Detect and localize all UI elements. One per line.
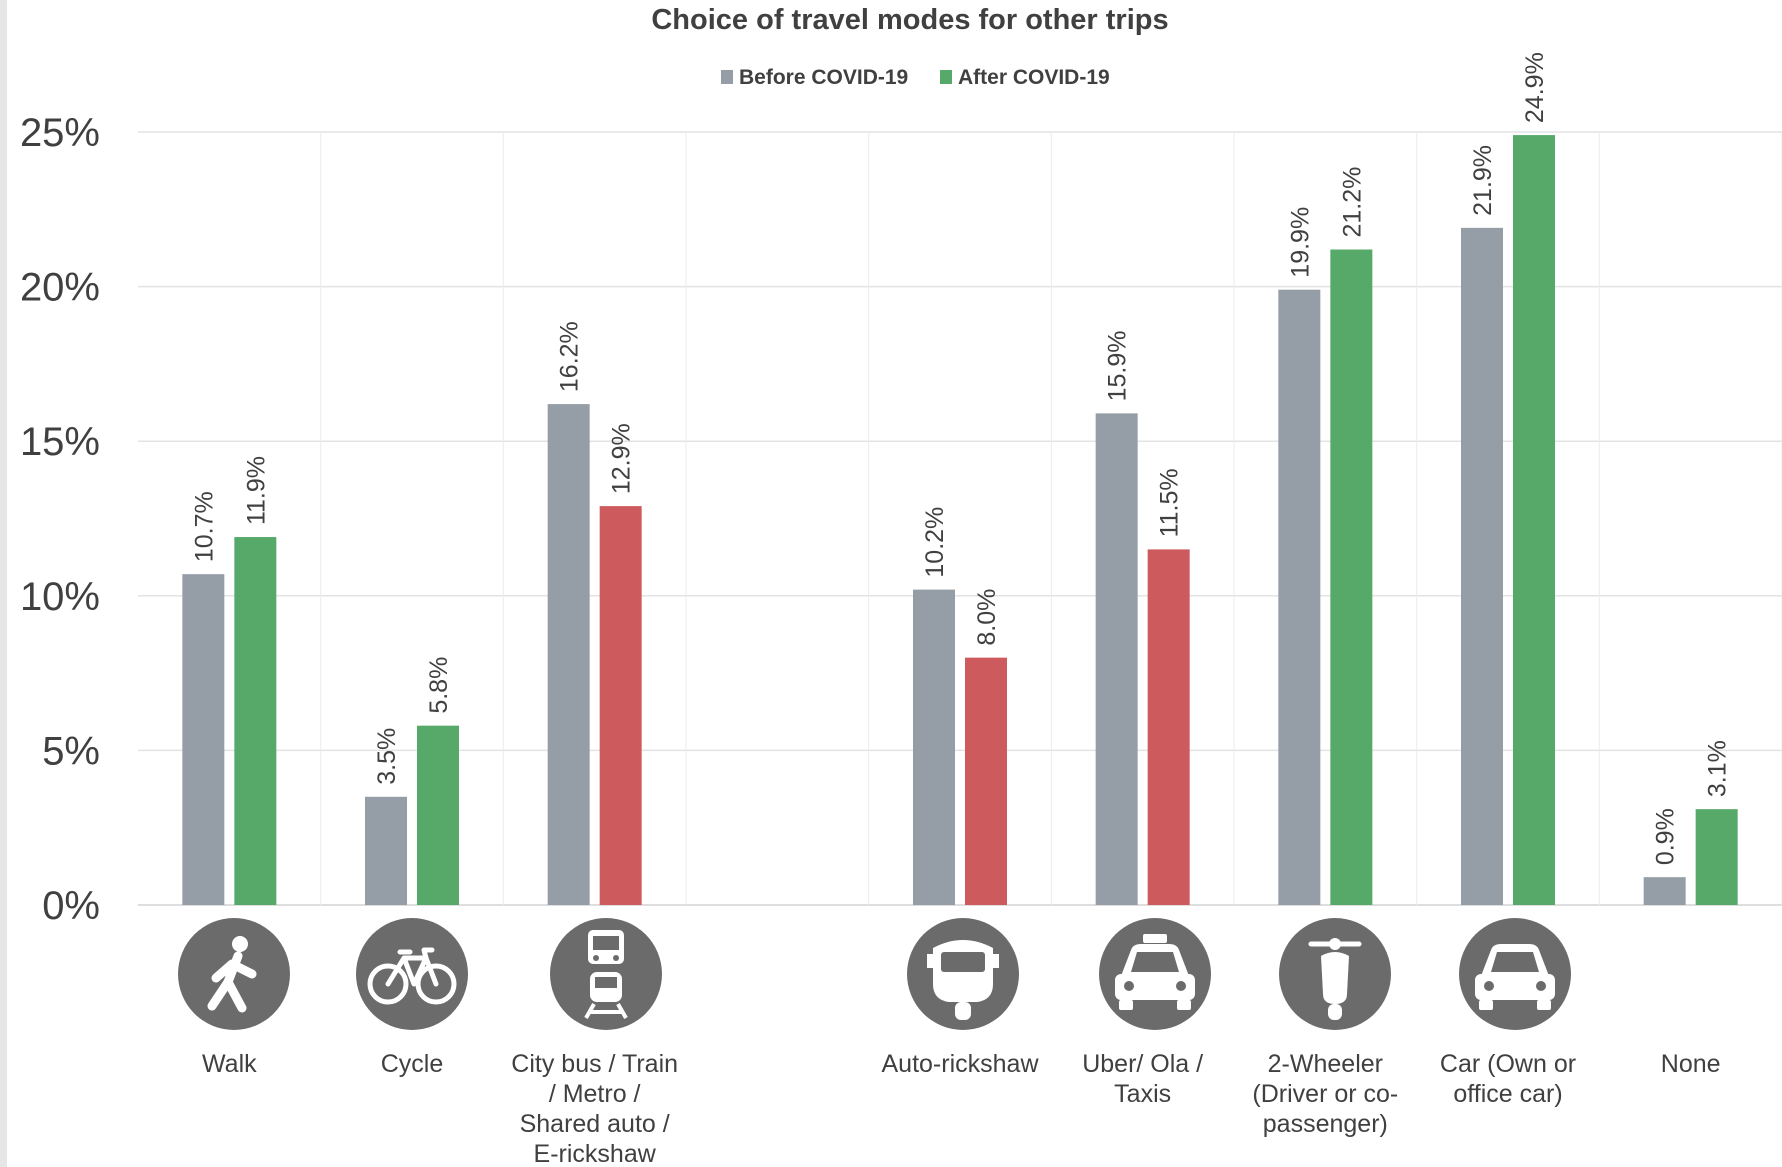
bus-train-icon bbox=[550, 918, 662, 1030]
bar bbox=[1695, 809, 1738, 905]
y-tick-label: 25% bbox=[20, 111, 100, 155]
category-label: (Driver or co- bbox=[1252, 1080, 1398, 1108]
bar bbox=[1278, 289, 1321, 905]
category-label: Uber/ Ola / bbox=[1082, 1050, 1203, 1078]
category-label: passenger) bbox=[1263, 1110, 1388, 1138]
bar bbox=[1330, 249, 1373, 906]
category-label: / Metro / bbox=[549, 1080, 641, 1108]
bar bbox=[913, 589, 955, 905]
bar bbox=[599, 506, 642, 905]
data-label: 21.9% bbox=[1469, 145, 1497, 216]
category-icons bbox=[178, 918, 1571, 1030]
bars bbox=[182, 135, 1738, 906]
scooter-icon bbox=[1279, 918, 1391, 1030]
category-label: office car) bbox=[1453, 1080, 1562, 1108]
y-axis: 0% 5% 10% 15% 20% 25% bbox=[20, 111, 100, 928]
data-label: 24.9% bbox=[1521, 52, 1549, 123]
category-label: Cycle bbox=[381, 1050, 444, 1078]
legend-label: Before COVID-19 bbox=[739, 66, 908, 89]
data-label: 11.5% bbox=[1156, 468, 1184, 537]
bar bbox=[1147, 549, 1190, 905]
bar bbox=[234, 537, 277, 905]
data-label: 8.0% bbox=[973, 589, 1001, 646]
bar bbox=[365, 796, 407, 905]
legend-label: After COVID-19 bbox=[958, 66, 1110, 89]
data-label: 5.8% bbox=[425, 657, 453, 714]
legend-swatch bbox=[721, 70, 733, 84]
bar bbox=[182, 574, 225, 905]
y-tick-label: 15% bbox=[20, 420, 100, 464]
category-label: Car (Own or bbox=[1440, 1050, 1576, 1078]
category-label: 2-Wheeler bbox=[1268, 1050, 1383, 1078]
category-label: Shared auto / bbox=[520, 1110, 670, 1138]
data-label: 21.2% bbox=[1338, 167, 1366, 238]
data-label: 11.9% bbox=[242, 456, 270, 525]
data-label: 3.5% bbox=[373, 728, 401, 785]
category-label: None bbox=[1661, 1050, 1721, 1078]
y-tick-label: 0% bbox=[42, 884, 100, 928]
taxi-icon bbox=[1099, 918, 1211, 1030]
category-label: E-rickshaw bbox=[534, 1140, 657, 1167]
data-label: 16.2% bbox=[556, 321, 584, 392]
bar bbox=[417, 725, 459, 905]
bar bbox=[965, 657, 1007, 905]
data-label: 10.7% bbox=[190, 491, 218, 562]
y-tick-label: 5% bbox=[42, 729, 100, 773]
legend-swatch bbox=[940, 70, 952, 84]
bar bbox=[1095, 413, 1138, 905]
bar bbox=[1513, 135, 1555, 906]
data-label: 12.9% bbox=[608, 423, 636, 494]
data-labels: 10.7% 11.9% 3.5% 5.8% 16.2% 12.9% 10.2% 8.0% 15.… bbox=[190, 52, 1731, 865]
data-label: 19.9% bbox=[1286, 207, 1314, 278]
legend: Before COVID-19 After COVID-19 bbox=[721, 66, 1110, 89]
bicycle-icon bbox=[356, 918, 468, 1030]
category-label: Taxis bbox=[1114, 1080, 1171, 1108]
category-label: City bus / Train bbox=[511, 1050, 678, 1078]
auto-rickshaw-icon bbox=[907, 918, 1019, 1030]
bar bbox=[1643, 877, 1686, 905]
y-tick-label: 20% bbox=[20, 266, 100, 310]
chart-title: Choice of travel modes for other trips bbox=[651, 4, 1168, 36]
data-label: 15.9% bbox=[1104, 330, 1132, 401]
walking-person-icon bbox=[178, 918, 290, 1030]
category-labels: Walk Cycle City bus / Train/ Metro /Shared… bbox=[202, 1050, 1721, 1167]
category-label: Walk bbox=[202, 1050, 257, 1078]
y-tick-label: 10% bbox=[20, 575, 100, 619]
car-icon bbox=[1459, 918, 1571, 1030]
left-border-strip bbox=[0, 0, 7, 1167]
gridlines bbox=[138, 131, 1782, 906]
bar bbox=[1461, 227, 1503, 906]
data-label: 3.1% bbox=[1704, 740, 1732, 797]
data-label: 0.9% bbox=[1652, 808, 1680, 865]
data-label: 10.2% bbox=[921, 507, 949, 578]
category-label: Auto-rickshaw bbox=[882, 1050, 1040, 1078]
bar bbox=[547, 404, 590, 905]
